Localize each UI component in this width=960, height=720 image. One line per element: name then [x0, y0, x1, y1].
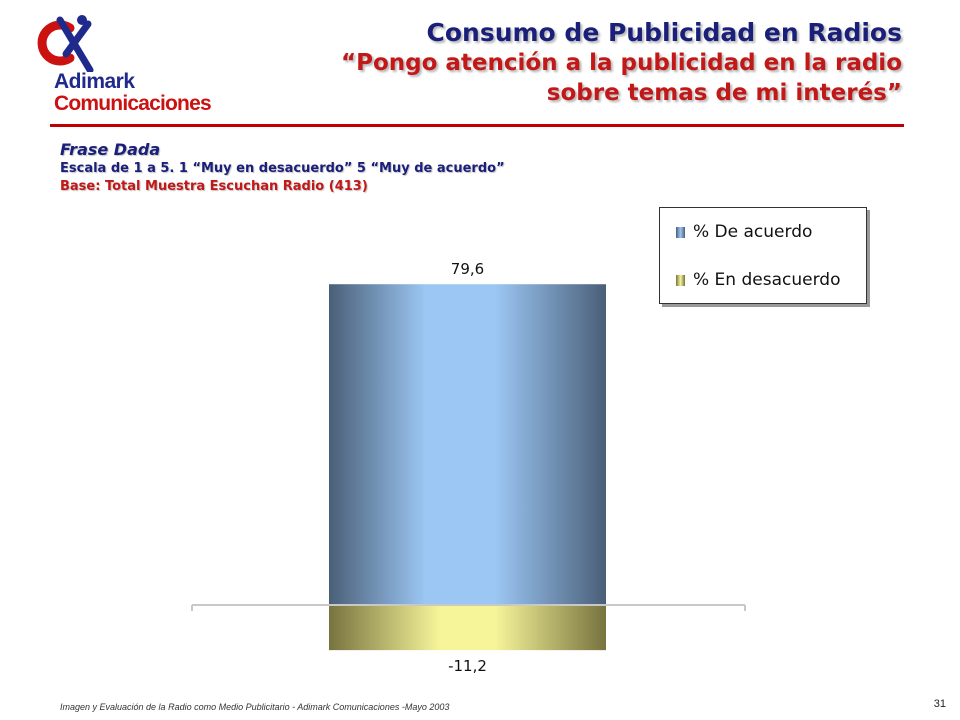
legend-item-agree: % De acuerdo — [676, 222, 812, 242]
page-subtitle-line1: “Pongo atención a la publicidad en la ra… — [341, 50, 902, 76]
legend-swatch-agree — [676, 226, 685, 238]
bar-agree — [329, 284, 606, 605]
chart-legend: % De acuerdo % En desacuerdo — [659, 207, 867, 304]
page-title: Consumo de Publicidad en Radios — [426, 18, 903, 47]
header-divider — [50, 124, 904, 127]
notes-base: Base: Total Muestra Escuchan Radio (413) — [60, 179, 368, 194]
legend-swatch-disagree — [676, 274, 685, 286]
bar-disagree — [329, 605, 606, 651]
legend-item-disagree: % En desacuerdo — [676, 270, 840, 290]
notes-scale: Escala de 1 a 5. 1 “Muy en desacuerdo” 5… — [60, 161, 505, 176]
header: Consumo de Publicidad en Radios “Pongo a… — [341, 18, 902, 108]
adimark-logo: Adimark Comunicaciones — [22, 14, 212, 119]
legend-label-disagree: % En desacuerdo — [693, 270, 841, 290]
data-label-disagree: -11,2 — [448, 657, 487, 675]
adimark-logo-icon — [37, 15, 94, 72]
data-label-agree: 79,6 — [451, 260, 484, 278]
notes-block: Frase Dada Escala de 1 a 5. 1 “Muy en de… — [60, 140, 505, 196]
legend-label-agree: % De acuerdo — [693, 222, 813, 242]
logo-brand-line1: Adimark — [54, 70, 135, 93]
page-subtitle-line2: sobre temas de mi interés” — [546, 80, 902, 106]
footer-text: Imagen y Evaluación de la Radio como Med… — [60, 702, 450, 712]
page-number: 31 — [933, 698, 946, 710]
logo-brand-line2: Comunicaciones — [54, 92, 212, 115]
notes-heading: Frase Dada — [60, 140, 161, 159]
